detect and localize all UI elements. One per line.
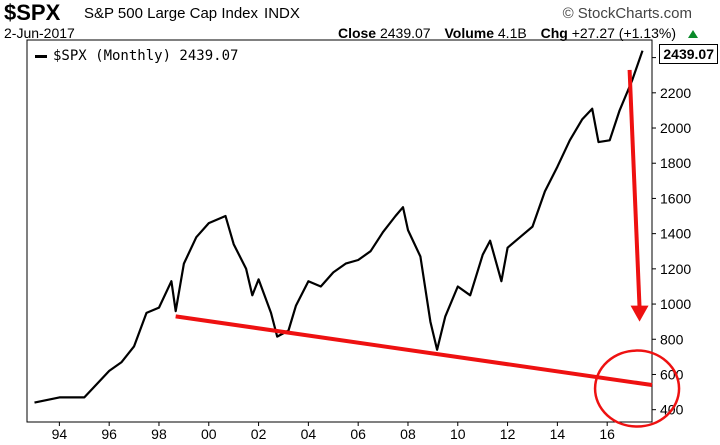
y-tick-label: 800 xyxy=(660,331,684,347)
series-line-spx xyxy=(34,50,644,404)
x-tick-label: 10 xyxy=(450,426,466,442)
x-tick-label: 96 xyxy=(101,426,117,442)
annotation-layer xyxy=(175,69,681,428)
price-stats: Close 2439.07 Volume 4.1B Chg +27.27 (+1… xyxy=(338,25,676,41)
index-full-name: S&P 500 Large Cap Index xyxy=(84,5,259,22)
legend: $SPX (Monthly) 2439.07 xyxy=(35,48,238,64)
brand-watermark[interactable]: © StockCharts.com xyxy=(562,5,692,22)
series-layer xyxy=(34,50,644,404)
legend-label: $SPX (Monthly) 2439.07 xyxy=(53,48,239,64)
chart-date: 2-Jun-2017 xyxy=(4,25,75,41)
y-tick-label: 1000 xyxy=(660,296,691,312)
x-tick-label: 04 xyxy=(301,426,317,442)
x-tick-label: 02 xyxy=(251,426,267,442)
close-label: Close xyxy=(337,25,377,41)
x-tick-label: 00 xyxy=(201,426,217,442)
legend-swatch xyxy=(35,54,47,58)
down-arrow-head xyxy=(630,305,649,322)
x-tick-label: 06 xyxy=(350,426,366,442)
x-tick-label: 16 xyxy=(599,426,615,442)
index-name: S&P 500 Large Cap Index INDX xyxy=(84,5,300,22)
exchange: INDX xyxy=(264,5,300,22)
up-triangle-icon xyxy=(688,30,698,38)
chg-value: +27.27 (+1.13%) xyxy=(571,25,676,41)
plot-frame xyxy=(26,39,653,423)
x-tick-label: 08 xyxy=(400,426,416,442)
last-price-badge: 2439.07 xyxy=(659,44,718,64)
x-tick-label: 14 xyxy=(550,426,566,442)
x-tick-label: 94 xyxy=(52,426,68,442)
close-value: 2439.07 xyxy=(379,25,431,41)
volume-label: Volume xyxy=(444,25,494,41)
ticker-symbol: $SPX xyxy=(4,0,61,25)
chart-header: $SPX S&P 500 Large Cap Index INDX © Stock… xyxy=(0,0,720,41)
y-tick-label: 2200 xyxy=(660,85,691,101)
highlight-circle xyxy=(593,349,681,428)
y-tick-label: 1600 xyxy=(660,190,691,206)
x-tick-label: 98 xyxy=(151,426,167,442)
y-tick-label: 1800 xyxy=(660,155,691,171)
y-tick-label: 1400 xyxy=(660,226,691,242)
down-arrow-shaft xyxy=(627,69,642,308)
support-trendline xyxy=(175,314,653,388)
chg-label: Chg xyxy=(540,25,568,41)
chart-axes: 94 96 98 00 02 04 06 08 10 12 14 164006008001000120… xyxy=(26,39,691,442)
y-tick-label: 2000 xyxy=(660,120,691,136)
x-tick-label: 12 xyxy=(500,426,516,442)
y-tick-label: 1200 xyxy=(660,261,691,277)
volume-value: 4.1B xyxy=(497,25,527,41)
